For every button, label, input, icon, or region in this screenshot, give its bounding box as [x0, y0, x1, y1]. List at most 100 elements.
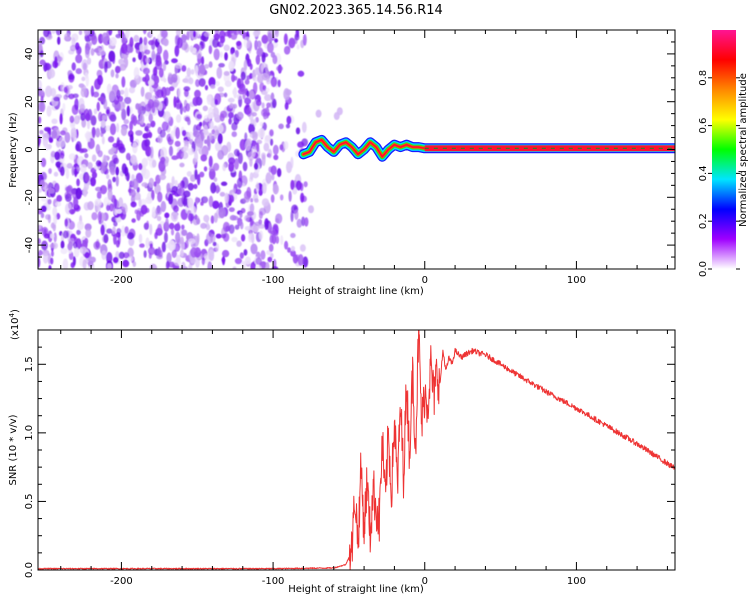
heatmap-cell	[245, 75, 252, 80]
heatmap-cell	[139, 113, 145, 126]
heatmap-cell	[200, 79, 206, 86]
heatmap-cell	[153, 75, 160, 85]
heatmap-cell	[69, 44, 77, 52]
heatmap-cell	[228, 224, 235, 234]
heatmap-cell	[138, 163, 143, 171]
heatmap-cell	[301, 121, 307, 133]
heatmap-cell	[133, 66, 140, 79]
heatmap-cell	[270, 230, 277, 235]
heatmap-cell	[254, 67, 260, 76]
heatmap-cell	[227, 111, 234, 119]
heatmap-cell	[270, 76, 278, 88]
heatmap-cell	[272, 258, 277, 269]
heatmap-cell	[100, 120, 106, 128]
heatmap-cell	[231, 131, 237, 138]
heatmap-cell	[198, 147, 205, 155]
heatmap-cell	[115, 73, 119, 79]
heatmap-cell	[163, 38, 169, 47]
heatmap-cell	[181, 129, 187, 137]
heatmap-cell	[49, 243, 56, 249]
heatmap-cell	[73, 241, 78, 249]
heatmap-cell	[224, 80, 232, 87]
heatmap-cell	[130, 201, 137, 208]
heatmap-cell	[43, 30, 50, 38]
heatmap-cell	[76, 229, 81, 235]
heatmap-cell	[71, 104, 79, 115]
heatmap-cell	[159, 173, 167, 181]
heatmap-cell	[118, 251, 125, 260]
heatmap-cell	[296, 218, 303, 228]
heatmap-cell	[87, 201, 94, 211]
heatmap-cell	[48, 168, 52, 174]
heatmap-cell	[232, 89, 236, 95]
heatmap-cell	[125, 152, 131, 161]
heatmap-cell	[47, 198, 52, 205]
heatmap-cell	[174, 45, 180, 57]
heatmap-cell	[167, 72, 173, 78]
heatmap-cell	[222, 232, 230, 242]
spectrogram-ytick-label: -40	[24, 237, 35, 253]
heatmap-cell	[236, 240, 242, 247]
heatmap-cell	[207, 261, 213, 269]
heatmap-cell	[159, 129, 166, 138]
heatmap-cell	[274, 38, 279, 43]
heatmap-cell	[239, 138, 247, 151]
heatmap-cell	[266, 42, 274, 54]
heatmap-cell	[290, 245, 296, 252]
heatmap-cell	[62, 258, 69, 269]
heatmap-cell	[60, 150, 65, 159]
colorbar-tick-label: 0.8	[698, 70, 709, 86]
spectrogram-frame	[37, 29, 676, 270]
heatmap-cell	[256, 40, 262, 48]
heatmap-cell	[38, 188, 43, 194]
heatmap-cell	[138, 197, 142, 208]
heatmap-cell	[74, 42, 80, 51]
heatmap-cell	[123, 96, 132, 105]
heatmap-cell	[166, 182, 171, 193]
heatmap-cell	[265, 87, 270, 93]
spectrogram-ytick-label: 40	[24, 48, 35, 61]
heatmap-cell	[87, 137, 91, 143]
heatmap-cell	[284, 102, 289, 110]
heatmap-cell	[208, 44, 213, 55]
heatmap-cell	[108, 89, 116, 102]
heatmap-cell	[244, 139, 252, 151]
heatmap-cell	[243, 249, 248, 256]
heatmap-cell	[263, 142, 270, 152]
heatmap-cell	[208, 168, 216, 180]
heatmap-cell	[64, 33, 71, 41]
heatmap-cell	[175, 99, 182, 110]
heatmap-cell	[219, 51, 223, 58]
heatmap-cell	[164, 231, 168, 244]
heatmap-cell	[47, 214, 51, 224]
heatmap-cell	[111, 216, 117, 223]
heatmap-cell	[154, 91, 161, 96]
heatmap-cell	[113, 220, 118, 227]
heatmap-cell	[85, 173, 90, 183]
heatmap-cell	[141, 157, 149, 168]
heatmap-cell	[200, 222, 207, 229]
heatmap-cell	[50, 257, 54, 265]
heatmap-cell	[118, 197, 124, 209]
heatmap-cell	[166, 260, 170, 269]
heatmap-cell	[243, 59, 248, 71]
heatmap-cell	[98, 111, 103, 122]
heatmap-cell	[152, 67, 157, 77]
heatmap-cell	[97, 74, 104, 86]
heatmap-cell	[145, 237, 150, 249]
heatmap-cell	[143, 250, 147, 258]
heatmap-cell	[231, 73, 236, 83]
heatmap-cell	[192, 130, 201, 138]
heatmap-cell	[142, 54, 148, 66]
heatmap-cell	[161, 121, 169, 132]
heatmap-cell	[257, 73, 264, 84]
heatmap-cell	[40, 196, 48, 202]
heatmap-cell	[283, 45, 291, 55]
heatmap-cell	[84, 153, 89, 159]
colorbar-ticks: 0.0 0.2 0.4 0.6 0.8	[698, 70, 740, 277]
heatmap-cell	[236, 111, 244, 120]
heatmap-cell	[184, 240, 189, 249]
snr-tick-labels: -200 -100 0 100 0.0 0.5 1.0 1.5	[24, 356, 586, 587]
heatmap-cell	[112, 176, 117, 183]
heatmap-cell	[158, 67, 164, 78]
